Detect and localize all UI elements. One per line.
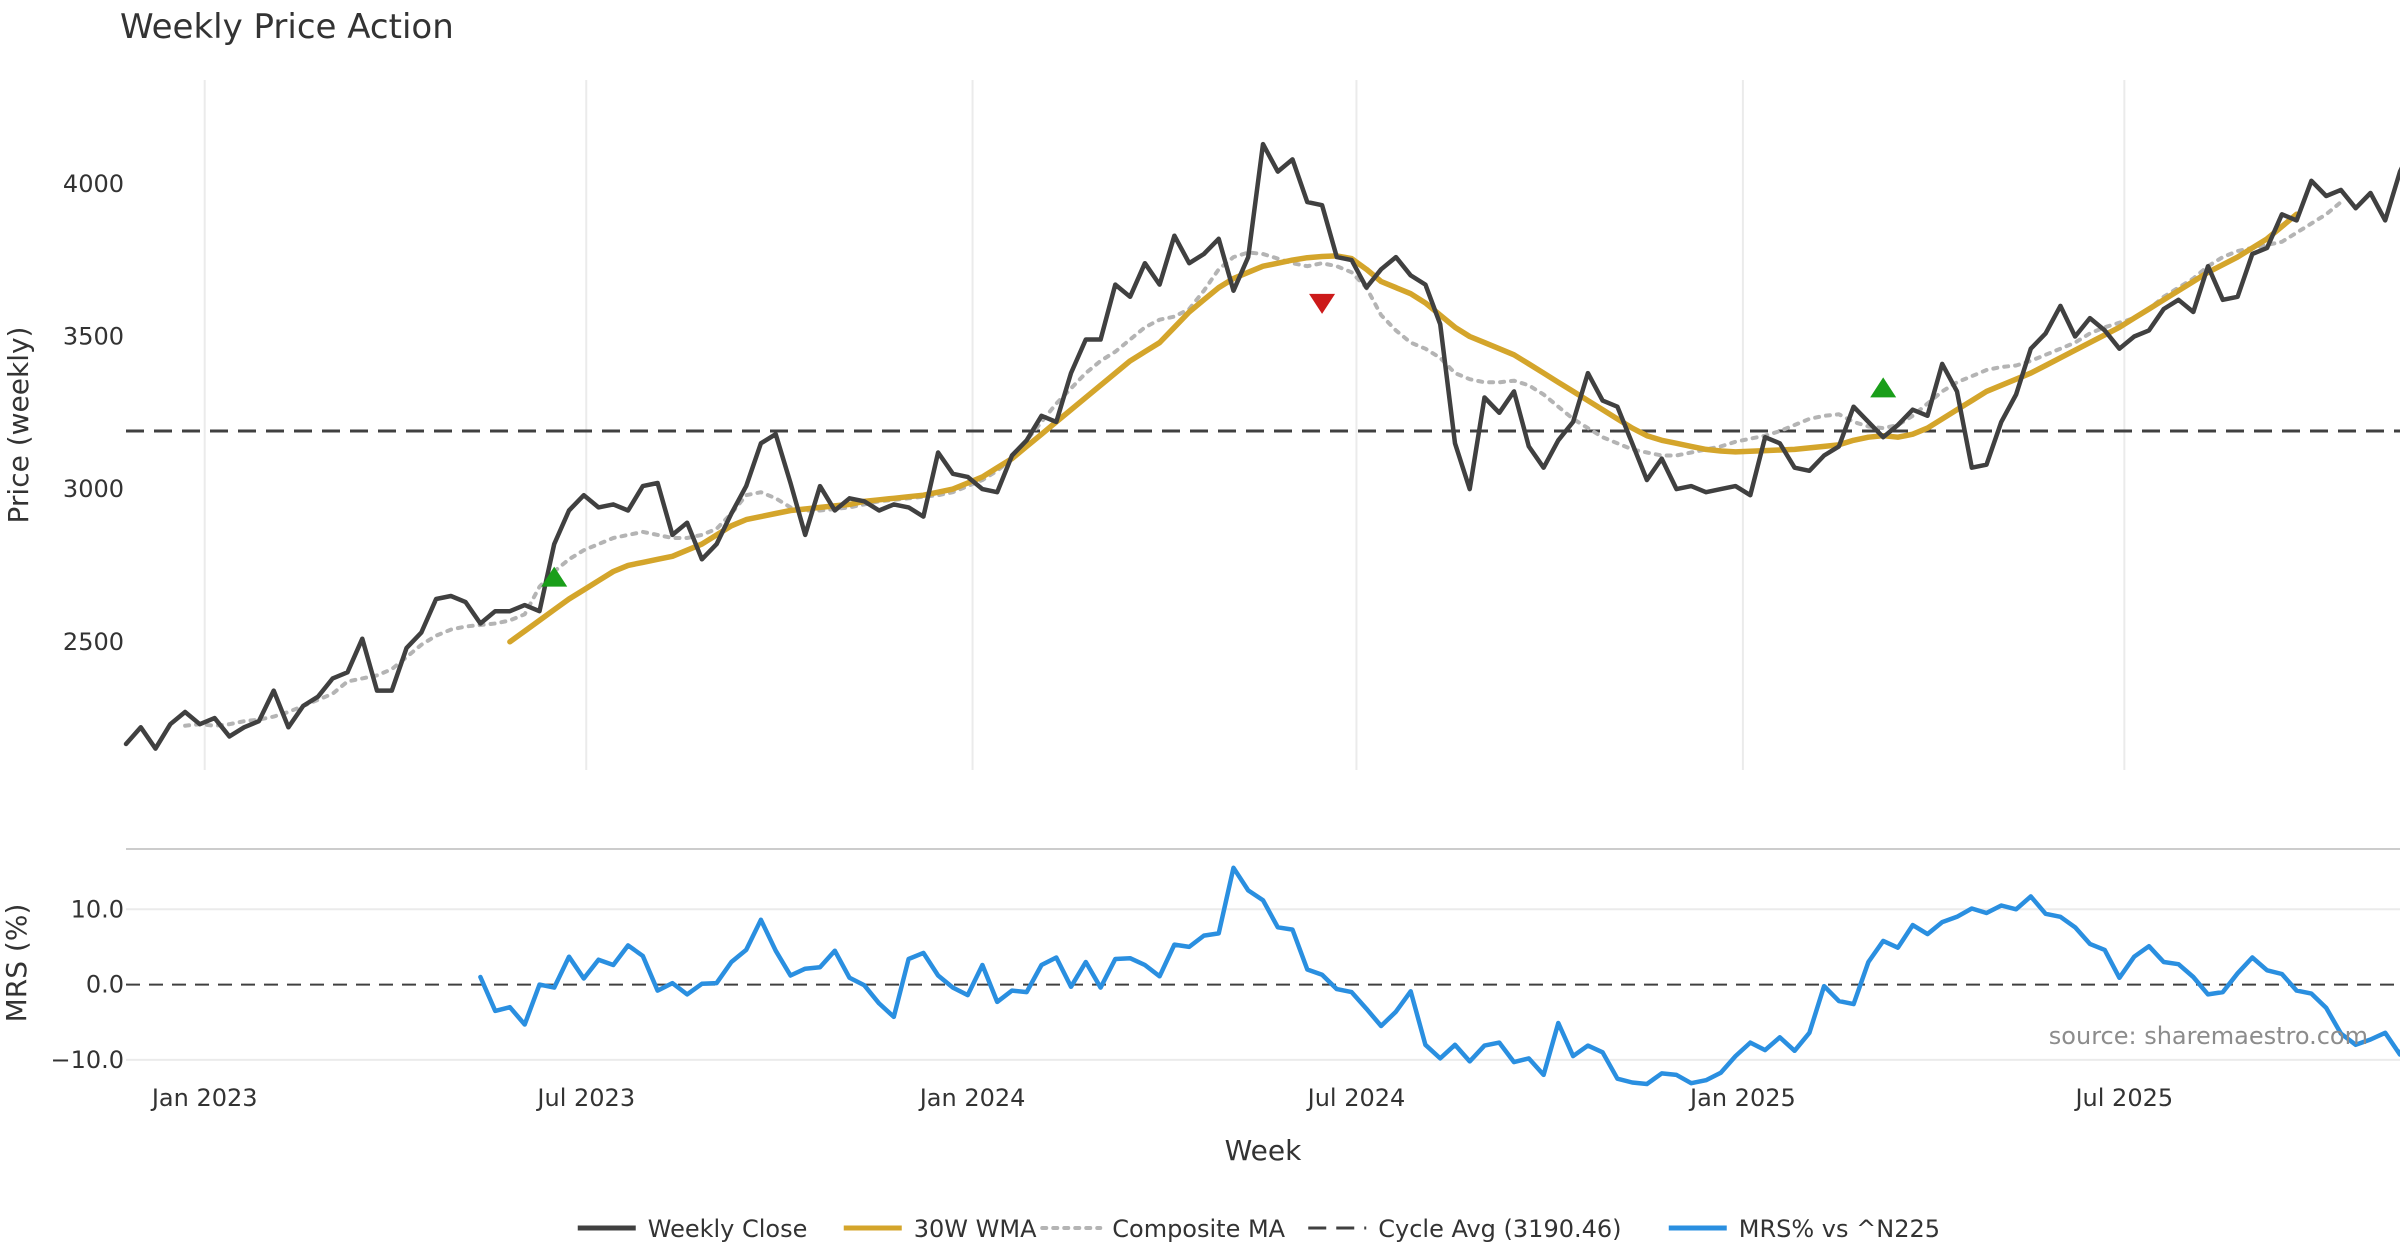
price-y-tick-label: 3000 xyxy=(63,475,124,503)
mrs-gridlines xyxy=(126,908,2400,1061)
x-tick-label: Jul 2023 xyxy=(535,1084,635,1112)
legend-label: Cycle Avg (3190.46) xyxy=(1378,1215,1621,1243)
mrs-y-axis-label: MRS (%) xyxy=(0,904,33,1023)
mrs-line xyxy=(478,865,2400,1087)
weekly-close-line xyxy=(123,141,2400,751)
price-y-axis-label: Price (weekly) xyxy=(2,327,35,524)
x-tick-label: Jan 2023 xyxy=(150,1084,258,1112)
source-annotation: source: sharemaestro.com xyxy=(2049,1022,2368,1050)
sell-signal-marker xyxy=(1309,293,1336,314)
chart-title: Weekly Price Action xyxy=(120,7,454,47)
price-y-tick-label: 4000 xyxy=(63,170,124,198)
price-y-tick-label: 3500 xyxy=(63,322,124,350)
signal-markers xyxy=(541,293,1897,587)
price-y-tick-label: 2500 xyxy=(63,628,124,656)
legend-label: Weekly Close xyxy=(648,1215,808,1243)
x-axis-label: Week xyxy=(1225,1134,1302,1167)
x-tick-label: Jan 2025 xyxy=(1688,1084,1796,1112)
buy-signal-marker xyxy=(541,566,568,587)
x-tick-label: Jul 2025 xyxy=(2073,1084,2173,1112)
mrs-y-tick-label: 10.0 xyxy=(71,895,124,923)
legend-label: Composite MA xyxy=(1112,1215,1285,1243)
legend-label: MRS% vs ^N225 xyxy=(1739,1215,1940,1243)
mrs-y-tick-labels: −10.0 0.0 10.0 xyxy=(50,895,124,1074)
legend: Weekly Close 30W WMA Composite MA Cycle Avg… xyxy=(577,1215,1940,1243)
buy-signal-marker xyxy=(1870,377,1897,398)
x-tick-label: Jan 2024 xyxy=(918,1084,1026,1112)
30w-wma-line xyxy=(507,211,2300,645)
price-gridlines xyxy=(203,80,2126,770)
price-series-group xyxy=(123,141,2400,751)
price-y-tick-labels: 2500 3000 3500 4000 xyxy=(63,170,124,656)
composite-ma-line xyxy=(183,200,2343,728)
legend-label: 30W WMA xyxy=(914,1215,1037,1243)
x-tick-label: Jul 2024 xyxy=(1306,1084,1406,1112)
x-tick-labels: Jan 2023 Jul 2023 Jan 2024 Jul 2024 Jan 2025… xyxy=(150,1084,2173,1112)
mrs-y-tick-label: 0.0 xyxy=(86,971,124,999)
mrs-series-group xyxy=(478,865,2400,1087)
mrs-y-tick-label: −10.0 xyxy=(50,1046,124,1074)
